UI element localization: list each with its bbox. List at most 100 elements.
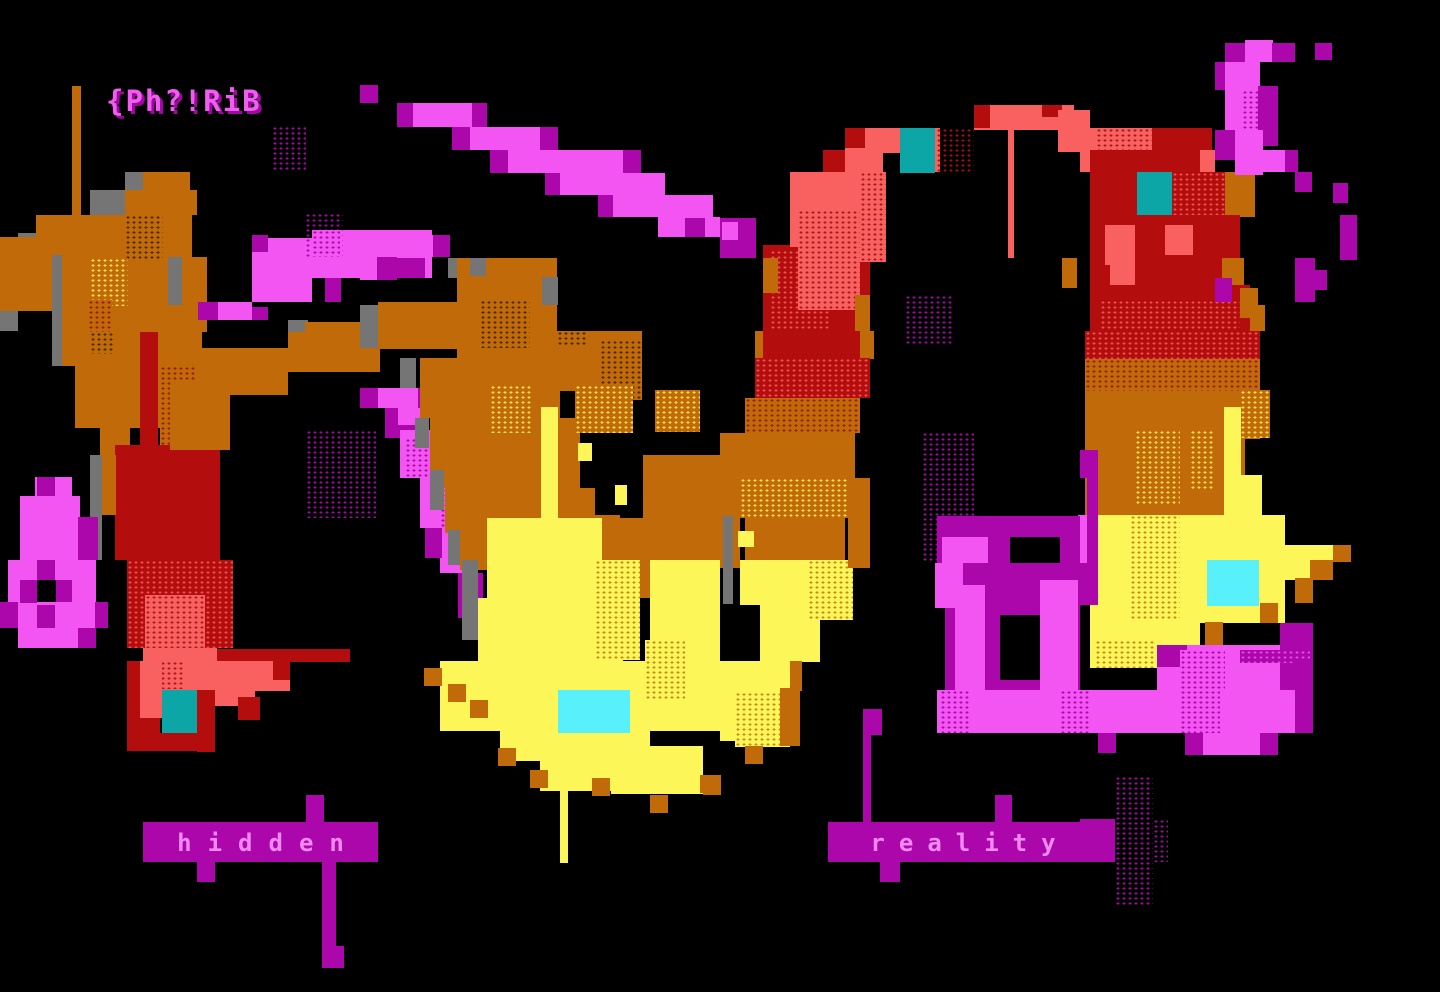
art-shape: [728, 478, 848, 518]
art-shape: [598, 195, 613, 217]
art-shape: [125, 215, 163, 261]
art-shape: [1042, 105, 1062, 117]
art-shape: [306, 795, 324, 822]
art-shape: [1242, 90, 1258, 130]
art-shape: [508, 150, 623, 173]
art-shape: [1312, 270, 1327, 290]
art-shape: [1060, 690, 1090, 733]
art-shape: [560, 173, 665, 195]
art-shape: [1295, 578, 1313, 603]
art-shape: [1080, 563, 1098, 605]
art-shape: [218, 302, 252, 320]
art-shape: [1295, 661, 1313, 733]
art-shape: [790, 661, 802, 691]
art-shape: [643, 455, 723, 560]
art-shape: [1095, 640, 1155, 668]
artist-signature: {Ph?!RiB: [106, 84, 262, 118]
art-shape: [288, 320, 305, 332]
art-shape: [745, 398, 860, 433]
art-shape: [611, 746, 703, 794]
art-shape: [160, 733, 197, 751]
art-shape: [325, 278, 341, 302]
art-shape: [541, 407, 558, 522]
art-shape: [1260, 733, 1278, 755]
art-shape: [490, 385, 532, 433]
art-shape: [78, 517, 98, 560]
art-shape: [575, 385, 633, 433]
art-shape: [685, 218, 705, 237]
art-shape: [1115, 776, 1153, 906]
art-shape: [905, 295, 952, 345]
art-shape: [942, 537, 988, 563]
art-shape: [1232, 475, 1262, 517]
art-shape: [1205, 622, 1223, 645]
art-shape: [860, 172, 886, 262]
art-shape: [545, 173, 560, 195]
art-shape: [202, 712, 215, 733]
art-shape: [143, 172, 190, 192]
art-shape: [448, 684, 466, 702]
art-shape: [20, 496, 80, 560]
art-shape: [305, 322, 360, 332]
art-shape: [306, 430, 376, 518]
art-shape: [160, 661, 185, 689]
art-shape: [140, 332, 158, 446]
art-shape: [845, 128, 865, 148]
art-shape: [936, 128, 974, 173]
art-shape: [595, 560, 640, 660]
art-shape: [0, 277, 55, 311]
art-shape: [62, 332, 202, 366]
art-shape: [472, 103, 487, 127]
art-shape: [145, 595, 205, 648]
art-shape: [168, 257, 182, 305]
art-shape: [1272, 43, 1295, 62]
art-shape: [1180, 650, 1225, 690]
art-shape: [615, 485, 627, 505]
art-shape: [1100, 300, 1240, 331]
art-shape: [1130, 515, 1180, 620]
art-shape: [1340, 215, 1357, 260]
art-shape: [322, 946, 344, 968]
art-shape: [143, 648, 217, 662]
art-shape: [1245, 40, 1273, 62]
art-shape: [273, 661, 290, 680]
art-shape: [1240, 390, 1270, 438]
art-shape: [37, 477, 55, 496]
art-shape: [738, 531, 754, 547]
art-shape: [143, 822, 378, 862]
art-shape: [360, 388, 380, 408]
art-shape: [1225, 43, 1247, 62]
art-shape: [37, 560, 55, 580]
art-shape: [322, 862, 336, 946]
art-shape: [560, 776, 568, 863]
art-shape: [1203, 733, 1260, 755]
art-shape: [217, 649, 350, 662]
art-shape: [413, 103, 472, 127]
art-shape: [623, 150, 641, 173]
art-shape: [395, 258, 425, 278]
word-hidden-label: hidden: [177, 829, 360, 857]
art-shape: [252, 235, 268, 252]
art-shape: [763, 258, 778, 293]
art-shape: [780, 688, 800, 746]
art-shape: [312, 230, 340, 256]
art-shape: [1157, 645, 1187, 667]
art-shape: [613, 195, 713, 217]
art-shape: [20, 580, 37, 603]
art-shape: [462, 560, 478, 640]
art-shape: [558, 690, 630, 733]
art-shape: [425, 528, 442, 558]
art-shape: [238, 697, 260, 720]
art-shape: [1235, 130, 1263, 175]
art-shape: [470, 258, 486, 276]
art-shape: [1085, 331, 1260, 359]
art-shape: [102, 455, 116, 515]
art-shape: [722, 222, 738, 240]
art-shape: [740, 560, 820, 605]
art-shape: [470, 127, 540, 150]
art-shape: [1137, 172, 1172, 216]
art-shape: [1080, 450, 1098, 478]
art-shape: [52, 255, 64, 332]
art-shape: [1165, 225, 1193, 255]
art-shape: [723, 516, 733, 604]
